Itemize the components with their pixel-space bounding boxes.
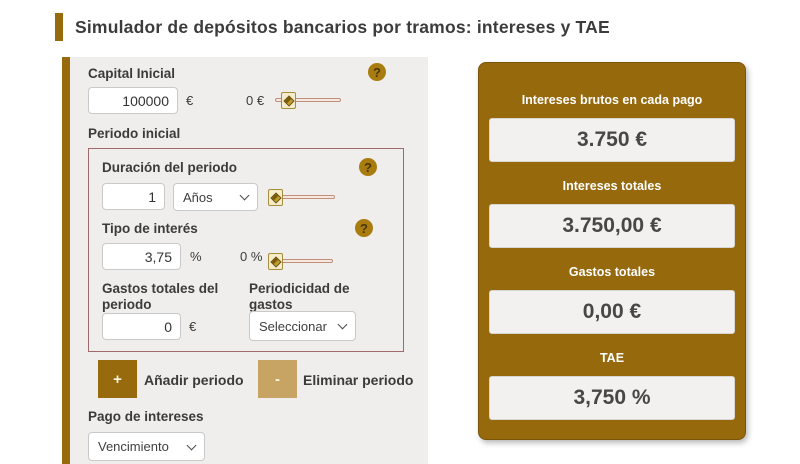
- periodicidad-select[interactable]: Seleccionar: [249, 311, 356, 341]
- tipo-interes-input[interactable]: [102, 243, 181, 270]
- chevron-down-icon: [337, 319, 348, 330]
- result-value-tae: 3,750 %: [489, 376, 735, 420]
- chevron-down-icon: [239, 190, 250, 201]
- tipo-interes-help-icon[interactable]: ?: [355, 219, 373, 237]
- result-label-gastos-totales: Gastos totales: [568, 265, 656, 279]
- result-label-intereses-brutos: Intereses brutos en cada pago: [521, 93, 703, 107]
- tipo-interes-label: Tipo de interés: [102, 221, 198, 236]
- pago-intereses-label: Pago de intereses: [88, 409, 204, 424]
- pago-intereses-select[interactable]: Vencimiento: [88, 432, 205, 461]
- periodicidad-value: Seleccionar: [259, 318, 327, 334]
- gastos-unit-label: €: [189, 319, 197, 334]
- results-panel: Intereses brutos en cada pago 3.750 € In…: [478, 62, 746, 440]
- periodicidad-label: Periodicidad de gastos: [249, 281, 350, 313]
- result-value-intereses-brutos: 3.750 €: [489, 118, 735, 162]
- tipo-interes-unit-label: %: [190, 249, 202, 264]
- tipo-interes-slider-track[interactable]: [268, 253, 333, 270]
- capital-slider-handle[interactable]: [281, 92, 296, 109]
- duracion-help-icon[interactable]: ?: [359, 158, 377, 176]
- slider-diamond-icon: [269, 255, 282, 268]
- tipo-interes-slider-min-label: 0 %: [240, 249, 263, 264]
- duracion-slider-track[interactable]: [268, 189, 335, 206]
- capital-inicial-label: Capital Inicial: [88, 66, 176, 81]
- remove-period-caption: Eliminar periodo: [303, 372, 414, 388]
- result-label-tae: TAE: [599, 351, 625, 365]
- capital-input[interactable]: [88, 87, 178, 114]
- result-value-intereses-totales: 3.750,00 €: [489, 204, 735, 248]
- periodo-inicial-label: Periodo inicial: [88, 126, 181, 141]
- remove-period-button[interactable]: -: [258, 360, 297, 398]
- slider-diamond-icon: [269, 191, 282, 204]
- capital-unit-label: €: [186, 93, 194, 108]
- pago-intereses-value: Vencimiento: [98, 439, 169, 454]
- duracion-slider-handle[interactable]: [268, 189, 283, 206]
- add-period-caption: Añadir periodo: [144, 372, 244, 388]
- slider-diamond-icon: [282, 94, 295, 107]
- duracion-label: Duración del periodo: [102, 160, 238, 175]
- periodo-fieldset: Duración del periodo ? Años Tipo de inte…: [88, 148, 404, 352]
- result-label-intereses-totales: Intereses totales: [562, 179, 662, 193]
- duracion-unit-select[interactable]: Años: [173, 183, 258, 211]
- chevron-down-icon: [186, 440, 197, 450]
- duracion-unit-value: Años: [183, 189, 213, 205]
- tipo-interes-slider-handle[interactable]: [268, 253, 283, 270]
- capital-slider-min-label: 0 €: [246, 93, 265, 108]
- capital-help-icon[interactable]: ?: [368, 63, 386, 81]
- gastos-input[interactable]: [102, 313, 181, 340]
- result-value-gastos-totales: 0,00 €: [489, 290, 735, 334]
- capital-slider-track[interactable]: [275, 92, 341, 109]
- gastos-label: Gastos totales del periodo: [102, 281, 219, 313]
- input-form-panel: Capital Inicial ? € 0 € Periodo inicial …: [62, 57, 428, 464]
- add-period-button[interactable]: +: [98, 360, 137, 398]
- page-title: Simulador de depósitos bancarios por tra…: [75, 17, 610, 37]
- header-accent-bar: [55, 13, 63, 41]
- duracion-input[interactable]: [102, 183, 165, 210]
